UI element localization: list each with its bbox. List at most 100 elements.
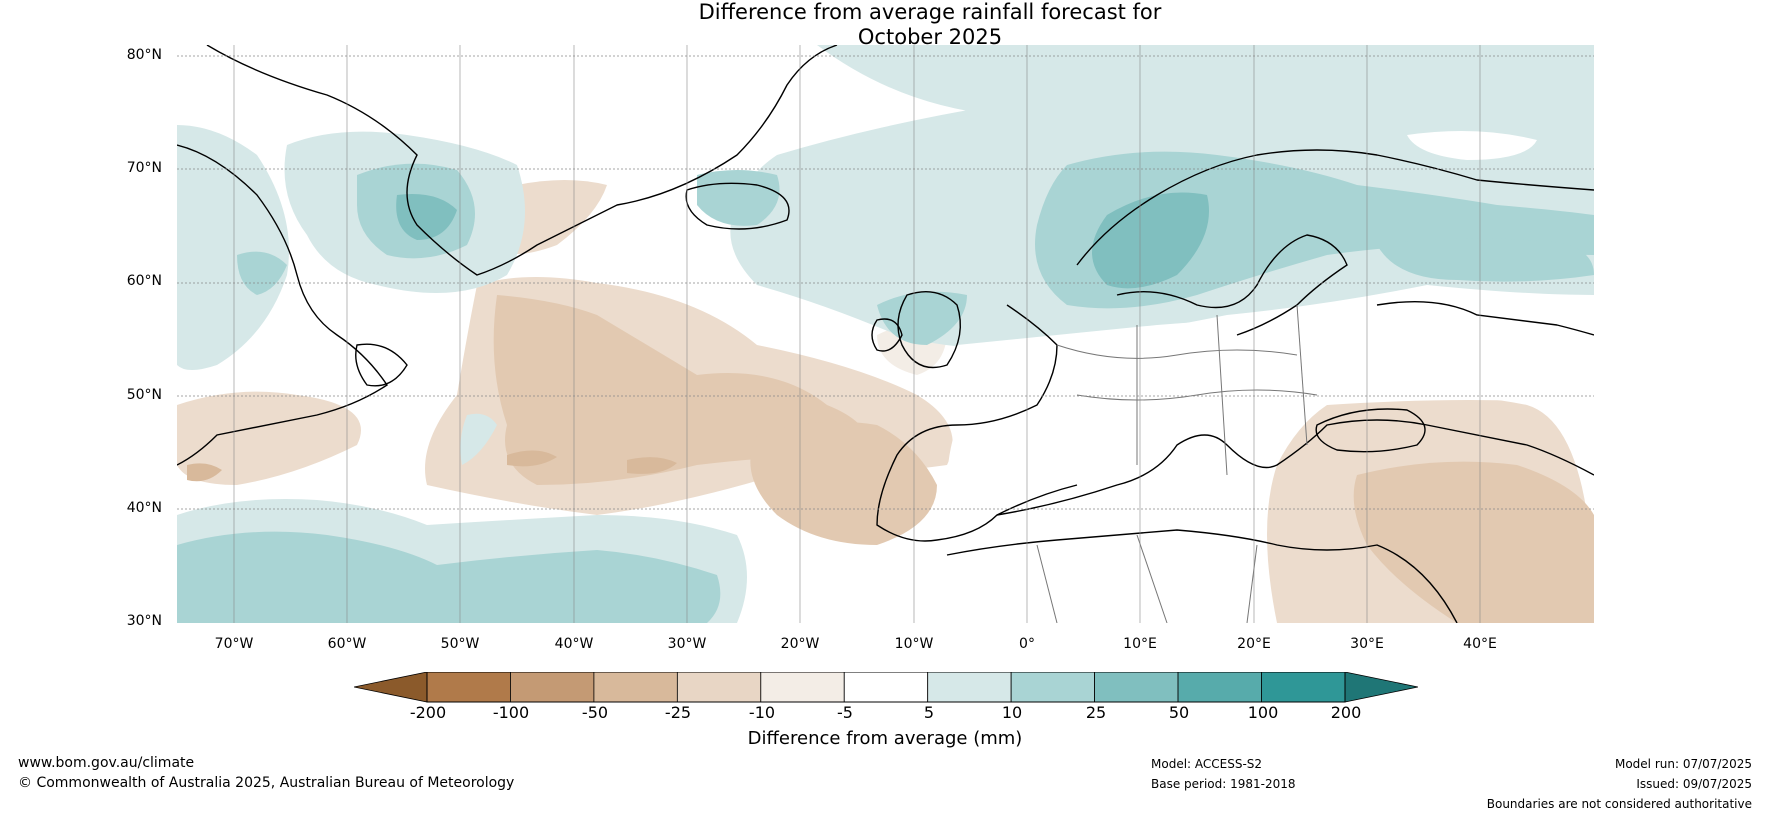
map-title-line-1: Difference from average rainfall forecas… [698,0,1162,24]
footer-website: www.bom.gov.au/climate [18,755,195,771]
colorbar-title: Difference from average (mm) [747,728,1023,749]
colorbar-tick: -5 [837,703,853,722]
coastline-norway [1076,149,1594,266]
colorbar-outline [426,672,1346,703]
colorbar-segment [510,672,595,703]
wet-area-mid-atlantic-small [460,413,497,465]
coastline-europe-west [876,304,1078,542]
wet-area-subtropical-atlantic-core [177,531,721,623]
border-africa-2 [1136,534,1168,623]
lon-label-40w: 40°W [554,636,594,652]
wet-area-greenland-core [396,194,457,240]
colorbar-tick: 200 [1330,703,1362,722]
neutral-area-arctic-pocket [1407,131,1537,160]
colorbar-segment [1010,672,1096,703]
lat-label-70n: 70°N [126,160,162,176]
colorbar-tick: -100 [492,703,530,722]
footer-model-run: Model run: 07/07/2025 [1614,757,1752,771]
lon-label-70w: 70°W [214,636,254,652]
border-europe-1 [1056,344,1298,359]
wet-area-norway-core [1092,192,1209,289]
wet-anomaly-areas [177,45,1594,623]
colorbar-segment [760,672,845,703]
lat-label-50n: 50°N [126,387,162,403]
border-europe-4 [1216,314,1228,476]
map-title: Difference from average rainfall forecas… [0,0,1770,50]
colorbar-tick: 5 [923,703,935,722]
border-africa-3 [1246,544,1258,623]
dry-area-azores-core-2 [627,457,677,474]
coastline-russia-north [1376,300,1594,336]
border-africa-1 [1036,544,1058,623]
wet-area-labrador [177,125,289,370]
colorbar-segment [1177,672,1262,703]
rainfall-difference-map [177,45,1594,623]
colorbar-segment [1261,672,1346,703]
wet-area-north-sea-west [877,291,967,345]
border-europe-2 [1076,389,1318,401]
colorbar-extend-high [1344,672,1418,703]
lat-label-40n: 40°N [126,500,162,516]
wet-area-arctic-north [817,45,1594,125]
colorbar-tick: 50 [1168,703,1190,722]
lon-label-0: 0° [1019,636,1035,652]
dry-area-azores-core [507,450,557,467]
colorbar-tick: -25 [664,703,692,722]
coastline-iceland [685,182,790,230]
colorbar-tick: -50 [581,703,609,722]
colorbar-segments [354,672,1418,703]
footer-disclaimer: Boundaries are not considered authoritat… [1486,797,1752,811]
footer-base-period: Base period: 1981-2018 [1151,777,1296,791]
neutral-area-europe [947,320,1594,555]
coastline-newfoundland [355,343,408,387]
colorbar-segment [1094,672,1179,703]
colorbar [354,672,1418,703]
colorbar-tick: 10 [1001,703,1023,722]
coastline-ireland [871,318,903,352]
dry-area-iberia-offshore [750,421,937,545]
coastline-british-isles [897,291,962,369]
colorbar-segment [676,672,762,703]
lon-label-30e: 30°E [1350,636,1384,652]
map-canvas [177,45,1594,623]
colorbar-tick: 100 [1247,703,1279,722]
lon-label-20e: 20°E [1237,636,1271,652]
wet-area-finland-east [1377,238,1594,282]
neutral-areas [947,131,1594,555]
colorbar-segment [426,672,511,703]
coastline-labrador [177,144,388,466]
colorbar-tick: 25 [1085,703,1107,722]
lon-label-10e: 10°E [1123,636,1157,652]
colorbar-segment [927,672,1012,703]
colorbar-extend-low [354,672,428,703]
graticule [177,55,1594,510]
lon-label-60w: 60°W [327,636,367,652]
dry-area-newfoundland-core [187,463,222,482]
dry-area-turkey-mideast-core [1353,461,1594,623]
coastlines [177,45,1594,623]
border-europe-5 [1296,304,1308,446]
lat-label-80n: 80°N [126,47,162,63]
lat-label-60n: 60°N [126,273,162,289]
lon-label-50w: 50°W [440,636,480,652]
footer-model: Model: ACCESS-S2 [1151,757,1263,771]
wet-area-labrador-core [237,251,287,295]
footer-copyright: © Commonwealth of Australia 2025, Austra… [18,775,515,791]
colorbar-tick: -200 [409,703,447,722]
lon-label-10w: 10°W [894,636,934,652]
graticule-meridians [233,45,1481,623]
colorbar-segment [843,672,929,703]
coastline-mediterranean [996,419,1594,516]
colorbar-segment [593,672,678,703]
coastline-black-sea [1315,408,1426,453]
dry-anomaly-areas [177,180,1594,623]
coastline-greenland [206,45,838,276]
colorbar-tick: -10 [748,703,776,722]
lon-label-40e: 40°E [1463,636,1497,652]
lat-label-30n: 30°N [126,613,162,629]
country-borders [1036,304,1318,623]
coastline-north-africa [946,529,1458,623]
lon-label-30w: 30°W [667,636,707,652]
lon-label-20w: 20°W [780,636,820,652]
dry-area-greenland-east [497,180,607,254]
